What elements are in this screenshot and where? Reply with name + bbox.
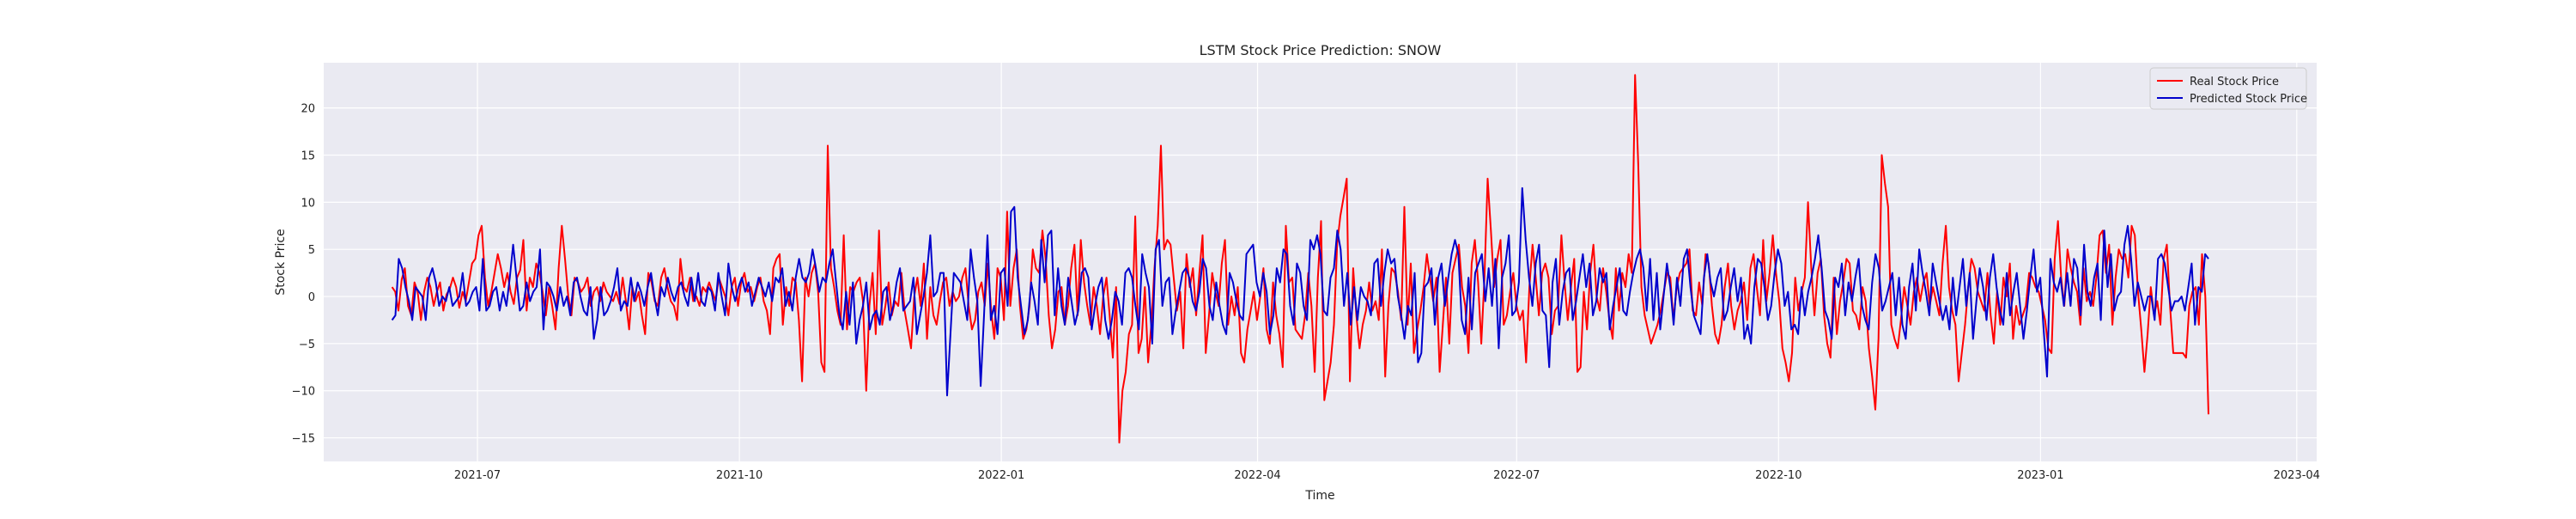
x-tick-label: 2021-10 <box>716 469 762 482</box>
series-lines <box>391 74 2209 444</box>
y-axis-label: Stock Price <box>274 229 288 295</box>
predicted-price-line <box>391 186 2209 397</box>
x-axis-label: Time <box>1304 489 1334 503</box>
x-tick-label: 2022-04 <box>1234 469 1280 482</box>
x-tick-label: 2023-04 <box>2274 469 2320 482</box>
y-tick-label: 20 <box>301 103 315 116</box>
y-tick-label: 15 <box>301 150 315 162</box>
legend-box <box>2149 67 2307 110</box>
y-tick-label: 0 <box>308 291 315 304</box>
y-tick-label: 10 <box>301 197 315 210</box>
y-tick-label: −15 <box>292 433 315 446</box>
y-tick-label: −5 <box>299 339 315 351</box>
legend: Real Stock Price Predicted Stock Price <box>2149 67 2307 110</box>
y-tick-label: 5 <box>308 244 315 257</box>
legend-label: Real Stock Price <box>2190 76 2279 89</box>
y-axis-ticks: −15 −10 −5 0 5 10 15 20 <box>292 103 315 446</box>
x-tick-label: 2021-07 <box>454 469 501 482</box>
x-tick-label: 2022-10 <box>1755 469 1801 482</box>
legend-label: Predicted Stock Price <box>2190 93 2307 106</box>
grid <box>324 63 2317 461</box>
x-tick-label: 2023-01 <box>2017 469 2063 482</box>
x-axis-ticks: 2021-07 2021-10 2022-01 2022-04 2022-07 2022-… <box>454 469 2320 482</box>
x-tick-label: 2022-07 <box>1493 469 1540 482</box>
y-tick-label: −10 <box>292 386 315 399</box>
chart-title: LSTM Stock Price Prediction: SNOW <box>1200 42 1442 58</box>
x-tick-label: 2022-01 <box>978 469 1024 482</box>
